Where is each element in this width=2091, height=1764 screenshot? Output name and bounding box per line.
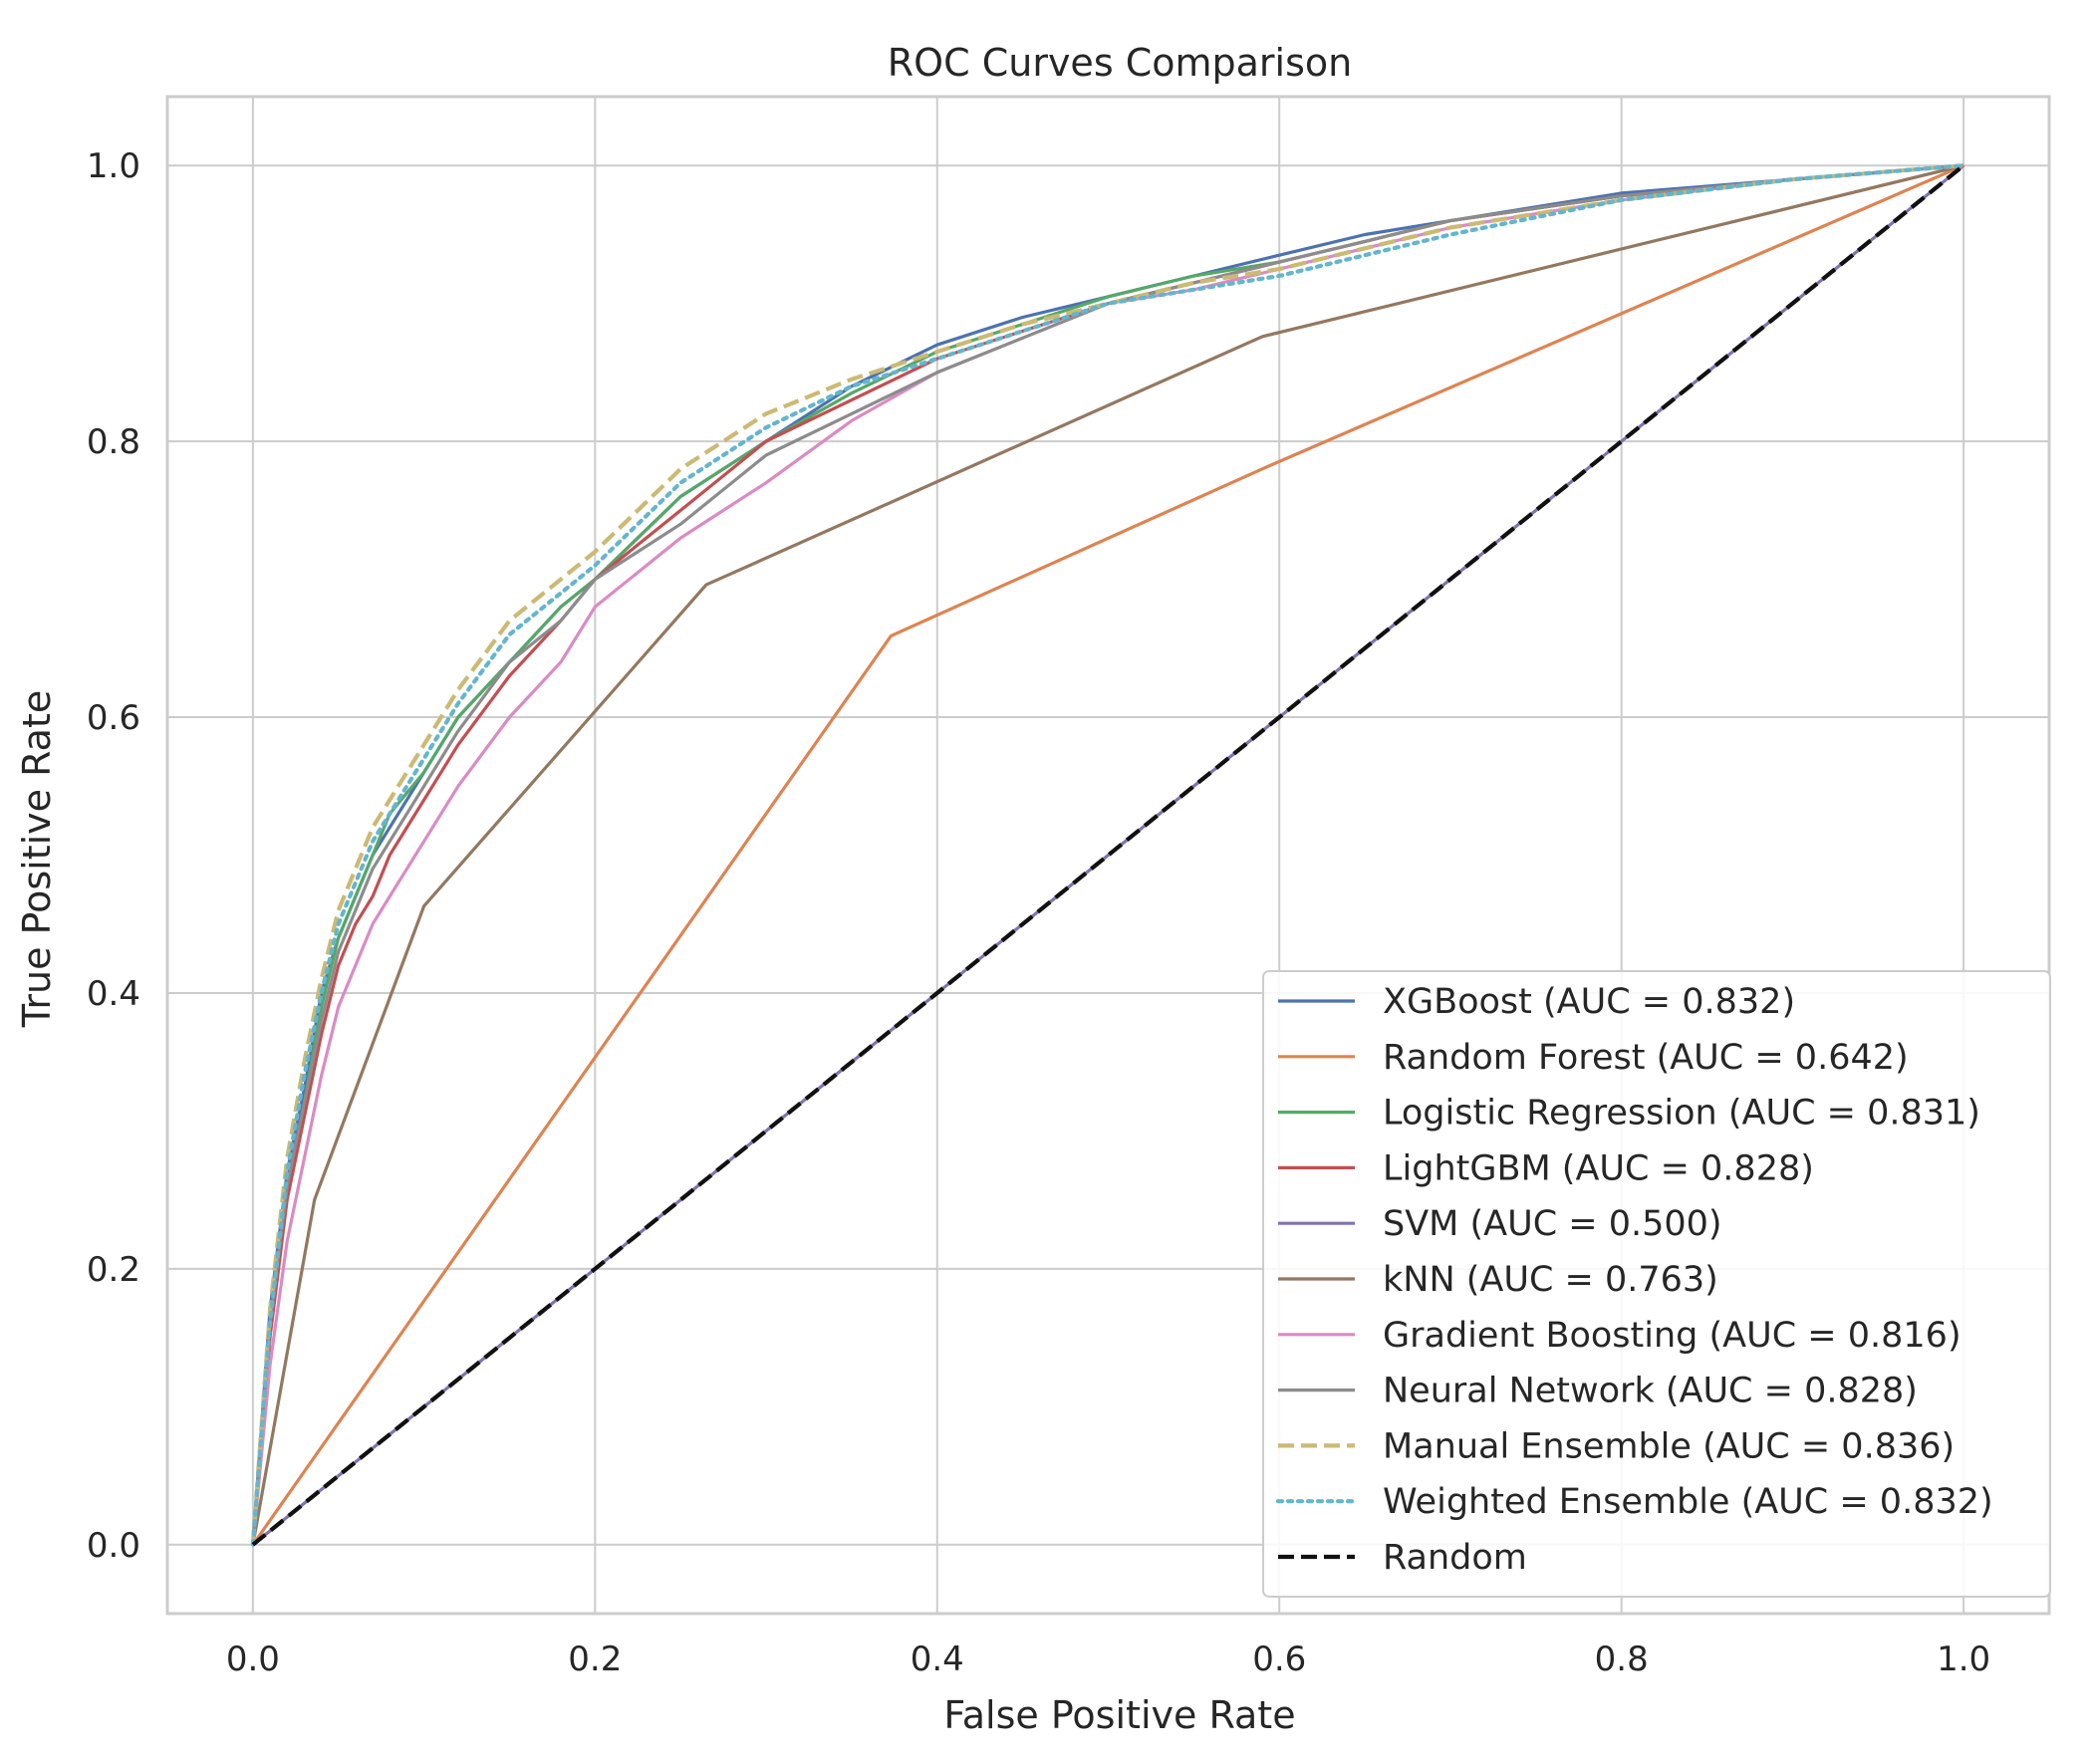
y-tick-label: 0.6 [87,698,140,738]
series-line-random-forest [251,163,1964,1546]
x-tick-label: 0.8 [1595,1639,1649,1679]
legend-box [1262,970,2051,1598]
legend-label-manual-ensemble: Manual Ensemble (AUC = 0.836) [1383,1426,1955,1466]
legend-label-svm: SVM (AUC = 0.500) [1383,1204,1722,1244]
legend-items: XGBoost (AUC = 0.832) Random Forest (AUC … [1275,982,1993,1578]
x-tick-label: 0.0 [226,1639,280,1679]
legend-label-random-forest: Random Forest (AUC = 0.642) [1383,1038,1909,1078]
legend-label-random: Random [1383,1538,1527,1578]
legend-label-gradient-boosting: Gradient Boosting (AUC = 0.816) [1383,1316,1961,1356]
plot-frame [165,95,2051,1616]
x-tick-label: 1.0 [1937,1639,1990,1679]
legend-label-weighted-ensemble: Weighted Ensemble (AUC = 0.832) [1383,1482,1993,1522]
legend-label-xgboost: XGBoost (AUC = 0.832) [1383,982,1795,1022]
x-tick-label: 0.6 [1252,1639,1306,1679]
x-axis-label: False Positive Rate [943,1693,1295,1737]
grid [167,97,2049,1614]
legend: XGBoost (AUC = 0.832) Random Forest (AUC … [1262,970,2051,1598]
x-tick-label: 0.4 [911,1639,964,1679]
y-axis-label: True Positive Rate [15,690,59,1029]
y-tick-label: 0.4 [87,974,140,1014]
y-tick-label: 0.0 [87,1526,140,1566]
series-line-knn [251,163,1964,1546]
y-tick-label: 0.2 [87,1250,140,1290]
chart-title: ROC Curves Comparison [888,41,1352,85]
y-tick-label: 0.8 [87,422,140,462]
x-tick-label: 0.2 [568,1639,622,1679]
series-line-manual-ensemble [250,163,1964,1545]
legend-label-lightgbm: LightGBM (AUC = 0.828) [1383,1148,1814,1188]
tick-labels: 0.0 0.2 0.4 0.6 0.8 1.0 0.0 0.2 0.4 0.6 0.8 1.0 [87,146,1990,1679]
series-group [250,163,1966,1547]
series-line-weighted-ensemble [250,163,1966,1547]
y-tick-label: 1.0 [87,146,140,186]
legend-label-neural-network: Neural Network (AUC = 0.828) [1383,1372,1918,1411]
series-line-neural-network [251,163,1964,1545]
legend-label-knn: kNN (AUC = 0.763) [1383,1260,1718,1300]
legend-label-logistic-regression: Logistic Regression (AUC = 0.831) [1383,1094,1980,1134]
series-line-svm [251,163,1965,1547]
